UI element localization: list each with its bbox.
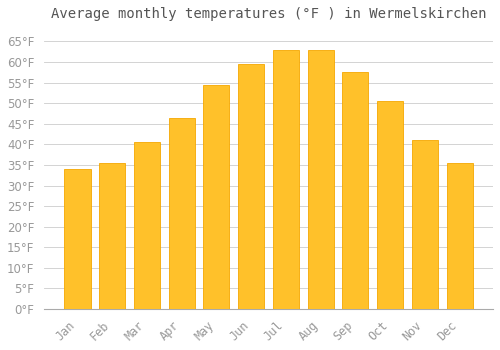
- Bar: [446, 163, 472, 309]
- Bar: [377, 101, 403, 309]
- Bar: [342, 72, 368, 309]
- Title: Average monthly temperatures (°F ) in Wermelskirchen: Average monthly temperatures (°F ) in We…: [51, 7, 486, 21]
- Bar: [168, 118, 194, 309]
- Bar: [64, 169, 90, 309]
- Bar: [273, 50, 299, 309]
- Bar: [412, 140, 438, 309]
- Bar: [134, 142, 160, 309]
- Bar: [204, 85, 230, 309]
- Bar: [238, 64, 264, 309]
- Bar: [99, 163, 125, 309]
- Bar: [308, 50, 334, 309]
